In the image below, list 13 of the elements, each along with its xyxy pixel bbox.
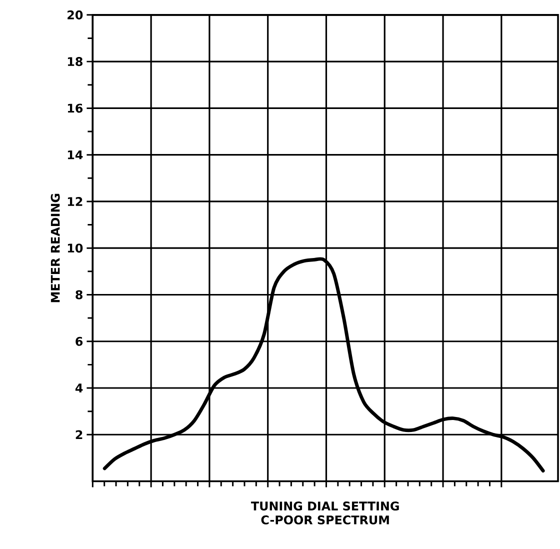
y-tick-label: 2 — [76, 430, 82, 440]
y-tick-label: 8 — [76, 290, 82, 300]
y-tick-label: 4 — [75, 384, 83, 392]
y-tick-label: 12 — [68, 197, 82, 206]
y-tick-label: 10 — [68, 244, 83, 253]
y-tick-label: 6 — [76, 336, 83, 346]
y-tick-label: 14 — [68, 150, 83, 160]
y-tick-label: 20 — [68, 10, 83, 20]
text: C-POOR SPECTRUM — [261, 515, 389, 524]
y-tick-label: 18 — [68, 57, 82, 66]
x-axis-title: TUNING DIAL SETTING — [251, 502, 399, 511]
y-axis-title: METER READING — [50, 194, 60, 302]
y-tick-label: 16 — [68, 104, 83, 113]
